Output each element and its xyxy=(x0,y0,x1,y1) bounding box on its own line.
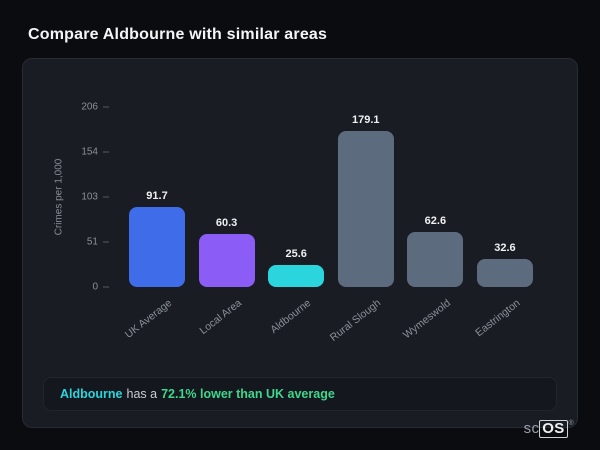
bar-group: 25.6 Aldbourne xyxy=(268,107,325,336)
bar-value-label: 91.7 xyxy=(146,189,168,202)
bar[interactable] xyxy=(337,130,394,287)
bar[interactable] xyxy=(407,232,464,287)
bar[interactable] xyxy=(268,264,325,287)
registered-trademark-icon: ® xyxy=(568,420,574,427)
bar[interactable] xyxy=(198,234,255,287)
summary-area-name: Aldbourne xyxy=(60,387,123,401)
bars-container: 91.7 UK Average 60.3 Local Area 25.6 Aldbourn… xyxy=(115,107,547,344)
y-axis-tick: 51 xyxy=(87,237,109,248)
x-axis-label: Aldbourne xyxy=(268,297,314,336)
x-axis-label: Wymeswold xyxy=(400,297,453,342)
scos-logo-prefix: sc xyxy=(523,420,540,437)
bar-value-label: 60.3 xyxy=(215,217,238,230)
bar-group: 179.1 Rural Slough xyxy=(328,107,394,344)
plot-area: 0 51 103 154 206 91.7 UK Average 60.3 Local Are… xyxy=(81,102,547,344)
x-axis-label: Rural Slough xyxy=(327,297,384,344)
y-axis-tick: 154 xyxy=(81,147,109,158)
bar-group: 60.3 Local Area xyxy=(197,107,255,337)
x-axis-label: UK Average xyxy=(122,297,175,341)
page-title: Compare Aldbourne with similar areas xyxy=(28,26,328,43)
summary-stat: 72.1% lower than UK average xyxy=(161,387,335,401)
y-axis-tick: 103 xyxy=(81,192,109,203)
summary-connector: has a xyxy=(126,387,158,401)
bar-group: 62.6 Wymeswold xyxy=(401,107,464,341)
x-axis-label: Local Area xyxy=(197,297,244,338)
bar-value-label: 179.1 xyxy=(352,113,380,126)
summary-banner: Aldbourne has a 72.1% lower than UK aver… xyxy=(43,377,557,411)
bar-chart: Crimes per 1,000 0 51 103 154 206 91.7 UK Ave… xyxy=(43,77,557,365)
scos-logo-suffix: OS xyxy=(539,420,568,438)
chart-card: Crimes per 1,000 0 51 103 154 206 91.7 UK Ave… xyxy=(22,58,578,428)
bar-value-label: 25.6 xyxy=(285,247,307,260)
x-axis-label: Eastrington xyxy=(473,297,523,340)
scos-logo: sc OS ® xyxy=(524,420,574,438)
y-axis-label: Crimes per 1,000 xyxy=(53,158,65,236)
bar[interactable] xyxy=(129,206,185,287)
bar-value-label: 32.6 xyxy=(494,241,516,254)
bar-value-label: 62.6 xyxy=(424,215,447,228)
y-axis-tick: 206 xyxy=(81,102,109,113)
bar[interactable] xyxy=(476,258,533,287)
y-axis-tick: 0 xyxy=(92,282,109,293)
bar-group: 32.6 Eastrington xyxy=(473,107,533,339)
bar-group: 91.7 UK Average xyxy=(123,107,185,341)
